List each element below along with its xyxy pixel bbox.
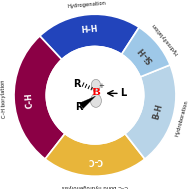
Polygon shape: [79, 96, 96, 109]
Text: Si–H: Si–H: [137, 44, 155, 64]
Text: B–H: B–H: [152, 103, 164, 121]
Text: L: L: [120, 88, 127, 98]
Wedge shape: [125, 65, 176, 159]
Ellipse shape: [91, 79, 100, 91]
Text: Hydrogenation: Hydrogenation: [67, 0, 107, 9]
Circle shape: [46, 46, 144, 144]
Text: +: +: [98, 83, 104, 89]
Wedge shape: [40, 14, 139, 60]
Wedge shape: [14, 36, 65, 159]
Ellipse shape: [90, 94, 101, 107]
Text: C–H: C–H: [25, 91, 35, 108]
Text: R: R: [73, 79, 80, 89]
Wedge shape: [121, 27, 170, 77]
Text: Hydrosilylation: Hydrosilylation: [151, 22, 179, 55]
Text: B: B: [91, 88, 100, 98]
Text: C–H borylation: C–H borylation: [1, 79, 7, 118]
Wedge shape: [45, 134, 145, 176]
Text: C–C: C–C: [87, 156, 103, 165]
Text: H–H: H–H: [81, 25, 98, 35]
Text: R: R: [75, 102, 82, 112]
Text: Hydroboration: Hydroboration: [175, 100, 189, 137]
Text: C–C bond hydrogenolysis: C–C bond hydrogenolysis: [62, 184, 128, 189]
